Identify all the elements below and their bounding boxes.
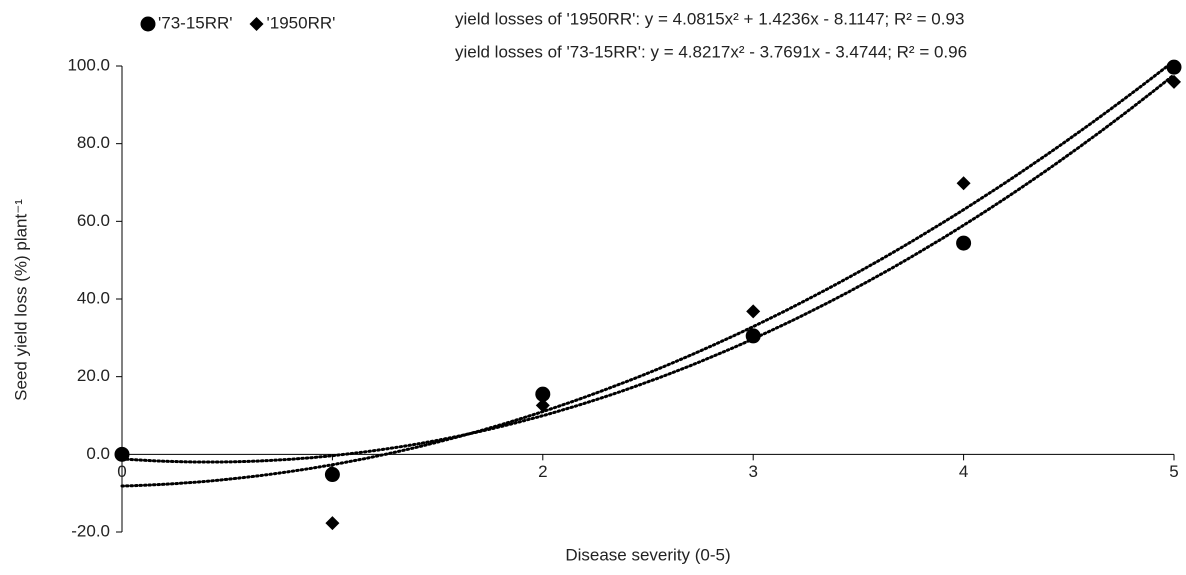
- point: [115, 447, 129, 462]
- y-axis-label: Seed yield loss (%) plant⁻¹: [11, 199, 30, 401]
- trendline: [120, 59, 1176, 488]
- point: [956, 176, 971, 191]
- y-tick-label: 0.0: [86, 444, 110, 463]
- annotation: yield losses of '73-15RR': y = 4.8217x² …: [455, 42, 967, 61]
- y-tick-label: -20.0: [71, 521, 110, 540]
- point: [956, 235, 972, 251]
- legend-marker: [249, 17, 264, 31]
- x-tick-label: 4: [959, 462, 968, 481]
- x-tick-label: 0: [117, 462, 126, 481]
- point: [535, 398, 550, 413]
- x-tick-label: 5: [1169, 462, 1178, 481]
- point: [324, 467, 340, 483]
- trendline: [120, 73, 1176, 464]
- point: [1167, 74, 1181, 89]
- x-axis-label: Disease severity (0-5): [565, 545, 730, 564]
- y-tick-label: 80.0: [77, 133, 110, 152]
- point: [535, 386, 551, 402]
- legend-marker: [140, 16, 156, 32]
- point: [746, 304, 761, 319]
- x-tick-label: 3: [748, 462, 757, 481]
- legend-label: '1950RR': [267, 13, 336, 32]
- point: [745, 328, 761, 344]
- point: [325, 516, 340, 531]
- legend-label: '73-15RR': [158, 13, 233, 32]
- y-tick-label: 20.0: [77, 366, 110, 385]
- x-tick-label: 2: [538, 462, 547, 481]
- y-tick-label: 40.0: [77, 288, 110, 307]
- point: [1166, 59, 1182, 75]
- annotation: yield losses of '1950RR': y = 4.0815x² +…: [455, 9, 964, 28]
- y-tick-label: 100.0: [67, 55, 110, 74]
- y-tick-label: 60.0: [77, 211, 110, 230]
